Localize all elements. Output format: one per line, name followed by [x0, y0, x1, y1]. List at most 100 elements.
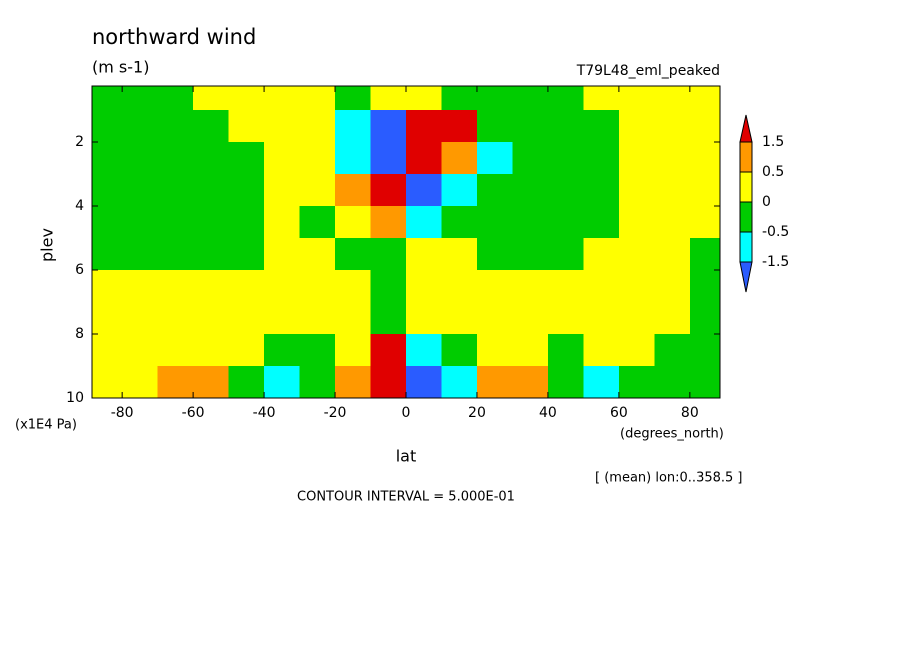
contour-cell — [618, 142, 655, 175]
contour-cell — [157, 334, 194, 367]
contour-cell — [654, 238, 691, 271]
contour-cell — [512, 142, 549, 175]
contour-cell — [370, 174, 407, 207]
contour-cell — [370, 238, 407, 271]
colorbar-label: 1.5 — [762, 134, 784, 150]
contour-cell — [228, 142, 265, 175]
contour-cell — [476, 238, 513, 271]
x-axis-label: lat — [396, 447, 417, 466]
contour-cell — [193, 142, 230, 175]
contour-cell — [547, 206, 584, 239]
contour-cell — [157, 302, 194, 335]
contour-cell — [583, 206, 620, 239]
y-tick-label: 2 — [75, 134, 84, 150]
contour-cell — [264, 270, 301, 303]
contour-cell — [92, 366, 123, 398]
contour-cell — [228, 110, 265, 143]
contour-cell — [193, 270, 230, 303]
contour-cell — [228, 270, 265, 303]
contour-cell — [618, 238, 655, 271]
contour-cell — [476, 174, 513, 207]
contour-cell — [476, 110, 513, 143]
contour-cell — [618, 366, 655, 398]
contour-cell — [299, 142, 336, 175]
contour-cell — [228, 174, 265, 207]
contour-cell — [547, 238, 584, 271]
contour-cell — [228, 206, 265, 239]
contour-cell — [122, 110, 159, 143]
contour-cell — [441, 270, 478, 303]
contour-cell — [689, 174, 720, 207]
contour-cell — [618, 86, 655, 111]
contour-cell — [193, 302, 230, 335]
contour-cell — [92, 302, 123, 335]
contour-cell — [299, 302, 336, 335]
contour-cell — [228, 334, 265, 367]
contour-cell — [583, 270, 620, 303]
colorbar-label: 0.5 — [762, 164, 784, 180]
contour-cell — [335, 142, 372, 175]
contour-cell — [335, 302, 372, 335]
y-tick-label: 10 — [66, 390, 84, 406]
units: (m s-1) — [92, 58, 149, 77]
contour-cell — [512, 302, 549, 335]
contour-cell — [122, 142, 159, 175]
contour-cell — [335, 366, 372, 398]
y-tick-label: 6 — [75, 262, 84, 278]
contour-cell — [264, 334, 301, 367]
x-tick-label: -20 — [324, 405, 347, 421]
contour-cell — [157, 238, 194, 271]
chart-title: northward wind — [92, 25, 256, 49]
x-axis-units: (degrees_north) — [620, 427, 724, 442]
contour-cell — [547, 302, 584, 335]
contour-cell — [441, 110, 478, 143]
contour-cell — [583, 110, 620, 143]
contour-cell — [406, 206, 442, 239]
contour-cell — [654, 142, 691, 175]
contour-cell — [122, 302, 159, 335]
contour-cell — [264, 86, 301, 111]
contour-cell — [193, 366, 230, 398]
contour-cell — [157, 174, 194, 207]
contour-cell — [583, 238, 620, 271]
contour-cell — [689, 206, 720, 239]
contour-cell — [689, 366, 720, 398]
contour-cell — [193, 174, 230, 207]
contour-cell — [157, 270, 194, 303]
contour-cell — [476, 334, 513, 367]
contour-cell — [618, 302, 655, 335]
contour-cell — [299, 110, 336, 143]
colorbar-label: 0 — [762, 194, 771, 210]
contour-cell — [264, 206, 301, 239]
contour-cell — [406, 334, 442, 367]
contour-cell — [264, 174, 301, 207]
contour-cell — [92, 86, 123, 111]
contour-cell — [228, 238, 265, 271]
contour-cell — [335, 334, 372, 367]
contour-cell — [406, 174, 442, 207]
contour-cell — [654, 206, 691, 239]
contour-cell — [547, 110, 584, 143]
contour-cell — [654, 334, 691, 367]
contour-cell — [583, 174, 620, 207]
contour-cell — [406, 270, 442, 303]
contour-cell — [370, 334, 407, 367]
colorbar-box — [739, 141, 753, 173]
contour-cell — [689, 270, 720, 303]
contour-cell — [583, 302, 620, 335]
contour-cell — [299, 206, 336, 239]
contour-cell — [547, 334, 584, 367]
contour-cell — [689, 142, 720, 175]
contour-cell — [228, 366, 265, 398]
contour-cell — [476, 302, 513, 335]
contour-cell — [583, 366, 620, 398]
colorbar-box — [739, 171, 753, 203]
contour-cell — [406, 366, 442, 398]
contour-cell — [122, 174, 159, 207]
colorbar-label: -0.5 — [762, 224, 789, 240]
contour-cell — [512, 110, 549, 143]
contour-cell — [406, 238, 442, 271]
contour-cell — [441, 206, 478, 239]
contour-cell — [512, 206, 549, 239]
